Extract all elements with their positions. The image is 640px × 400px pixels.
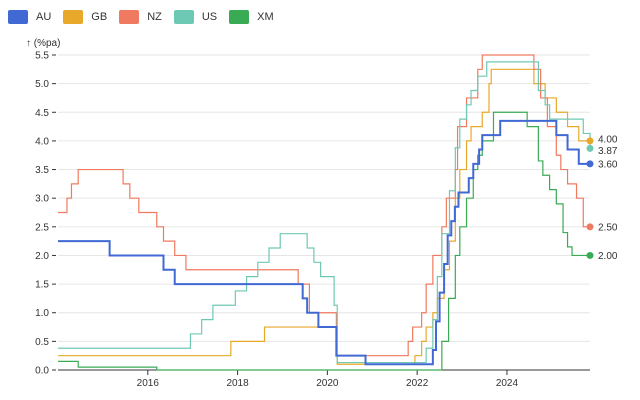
legend-item-gb[interactable]: GB [63, 10, 107, 24]
y-tick-label: 2.0 [35, 251, 49, 262]
legend-swatch [8, 10, 28, 24]
y-tick-label: 5.0 [35, 79, 49, 90]
legend-item-au[interactable]: AU [8, 10, 51, 24]
x-tick-label: 2016 [137, 378, 160, 389]
y-tick-label: 0.0 [35, 366, 49, 377]
x-tick-label: 2024 [496, 378, 519, 389]
legend-item-nz[interactable]: NZ [119, 10, 162, 24]
series-line-au[interactable] [58, 119, 590, 366]
y-tick-label: 5.5 [35, 51, 49, 62]
x-tick-label: 2018 [226, 378, 249, 389]
legend-label: XM [257, 11, 274, 23]
end-label-nz: 2.50 [598, 222, 618, 233]
legend-swatch [63, 10, 84, 24]
legend-label: NZ [147, 11, 162, 23]
y-tick-label: 2.5 [35, 222, 49, 233]
series-line-nz[interactable] [58, 54, 590, 357]
legend-item-xm[interactable]: XM [229, 10, 274, 24]
end-markers: 3.60 4.00 2.50 3.87 2.00 [586, 134, 618, 262]
end-label-gb: 4.00 [598, 134, 618, 145]
end-label-au: 3.60 [598, 159, 618, 170]
legend-label: AU [36, 11, 52, 23]
end-marker-gb[interactable] [586, 137, 594, 145]
y-tick-label: 1.5 [35, 280, 49, 291]
end-marker-xm[interactable] [586, 251, 594, 259]
y-tick-label: 0.5 [35, 337, 49, 348]
end-label-us: 3.87 [598, 146, 618, 157]
x-tick-label: 2020 [316, 378, 339, 389]
series-lines [58, 54, 591, 371]
end-marker-us[interactable] [586, 144, 594, 152]
end-marker-nz[interactable] [586, 223, 594, 231]
legend-swatch [229, 10, 250, 24]
series-line-gb[interactable] [58, 68, 590, 365]
gridlines [58, 54, 590, 371]
legend-label: GB [91, 11, 108, 23]
legend-item-us[interactable]: US [173, 10, 218, 24]
end-label-xm: 2.00 [598, 251, 618, 262]
legend: AU GB NZ US XM [8, 10, 274, 24]
legend-swatch [119, 10, 140, 24]
series-line-us[interactable] [58, 61, 591, 364]
x-tick-label: 2022 [406, 378, 429, 389]
y-tick-label: 3.5 [35, 165, 49, 176]
x-axis: 2016 2018 2020 2022 2024 [137, 370, 519, 389]
series-line-xm[interactable] [58, 111, 590, 371]
y-tick-label: 1.0 [35, 308, 49, 319]
y-tick-label: 4.0 [35, 136, 49, 147]
y-tick-label: 4.5 [35, 108, 49, 119]
end-marker-au[interactable] [586, 160, 594, 168]
y-axis: 0.0 0.5 1.0 1.5 2.0 2.5 3.0 3.5 4.0 4.5 5.0 5.5 [35, 51, 56, 377]
legend-label: US [201, 11, 218, 23]
y-axis-title: ↑ (%pa) [26, 38, 60, 49]
legend-swatch [173, 10, 194, 24]
y-tick-label: 3.0 [35, 194, 49, 205]
